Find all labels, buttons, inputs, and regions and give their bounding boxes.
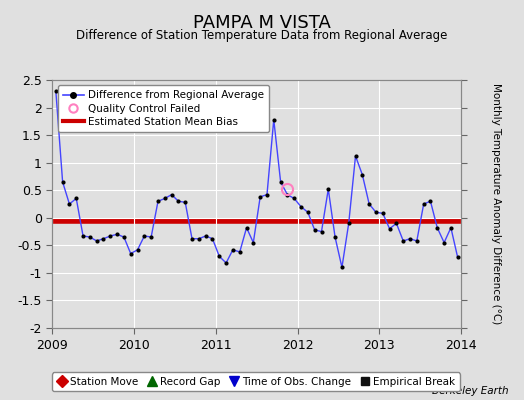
Legend: Difference from Regional Average, Quality Control Failed, Estimated Station Mean: Difference from Regional Average, Qualit… <box>58 85 269 132</box>
Text: Berkeley Earth: Berkeley Earth <box>432 386 508 396</box>
Text: Difference of Station Temperature Data from Regional Average: Difference of Station Temperature Data f… <box>77 29 447 42</box>
Y-axis label: Monthly Temperature Anomaly Difference (°C): Monthly Temperature Anomaly Difference (… <box>491 83 501 325</box>
Legend: Station Move, Record Gap, Time of Obs. Change, Empirical Break: Station Move, Record Gap, Time of Obs. C… <box>52 372 460 391</box>
Text: PAMPA M VISTA: PAMPA M VISTA <box>193 14 331 32</box>
